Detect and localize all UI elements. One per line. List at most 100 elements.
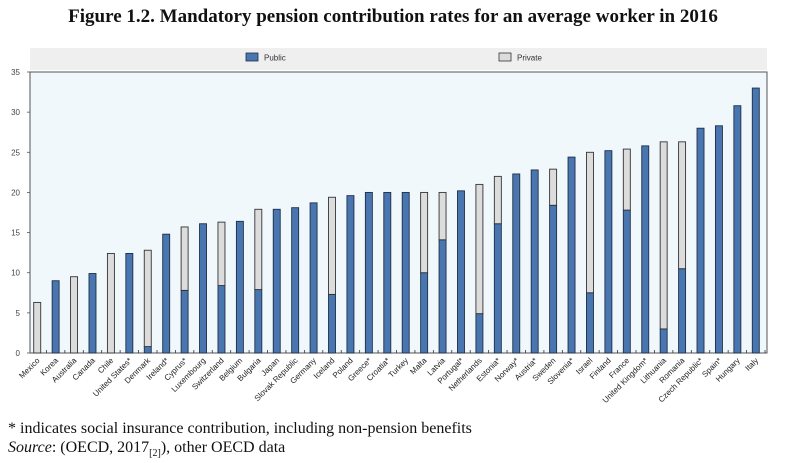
- bar-private: [180, 226, 189, 291]
- bar-group: [696, 127, 705, 354]
- bar-public: [364, 191, 373, 354]
- bar-public: [346, 195, 355, 354]
- legend-label-private: Private: [517, 54, 542, 63]
- source-text-pre: : (OECD, 2017: [51, 439, 150, 456]
- bar-private: [420, 191, 429, 274]
- bar-group: [199, 223, 207, 354]
- bar-public: [291, 207, 300, 354]
- bar-group: [125, 252, 134, 354]
- bar-private: [586, 151, 594, 294]
- bar-private: [143, 249, 152, 348]
- bar-private: [659, 141, 668, 330]
- bar-public: [272, 208, 281, 354]
- bar-group: [217, 221, 226, 354]
- legend-swatch-public: [245, 52, 259, 62]
- bar-private: [217, 221, 226, 287]
- bar-private: [622, 148, 631, 211]
- bar-group: [493, 175, 502, 354]
- bar-group: [530, 169, 539, 354]
- figure-title: Figure 1.2. Mandatory pension contributi…: [68, 6, 718, 27]
- bar-public: [659, 328, 668, 354]
- bar-public: [641, 145, 650, 354]
- bar-public: [235, 220, 244, 354]
- legend-private: Private: [498, 52, 542, 63]
- bar-group: [33, 301, 42, 354]
- bar-public: [180, 289, 189, 354]
- y-tick-label: 25: [11, 148, 20, 157]
- bar-private: [438, 191, 447, 241]
- y-tick-label: 30: [11, 108, 20, 117]
- bar-private: [549, 168, 558, 206]
- bar-group: [567, 156, 576, 354]
- bar-public: [586, 292, 594, 354]
- footnote-asterisk-note: * indicates social insurance contributio…: [8, 420, 472, 437]
- bar-public: [475, 313, 484, 354]
- bar-group: [457, 190, 465, 354]
- bar-public: [254, 289, 263, 354]
- bar-public: [162, 233, 171, 354]
- bar-group: [51, 280, 60, 354]
- bar-group: [733, 105, 742, 354]
- bar-group: [383, 191, 392, 354]
- bar-public: [457, 190, 465, 354]
- legend-label-public: Public: [264, 54, 286, 63]
- bar-public: [328, 293, 336, 354]
- x-tick-label: Iceland: [312, 356, 337, 381]
- bar-group: [180, 226, 189, 354]
- source-ref: [2]: [149, 448, 161, 460]
- bar-public: [143, 346, 152, 354]
- bar-private: [106, 252, 115, 354]
- bar-public: [420, 272, 429, 354]
- x-tick-label: Turkey: [387, 356, 410, 379]
- legend-public: Public: [245, 52, 286, 63]
- bar-group: [641, 145, 650, 354]
- y-tick-label: 5: [16, 309, 21, 318]
- bar-private: [33, 301, 42, 354]
- bar-group: [622, 148, 631, 354]
- stacked-bar-chart: Public Private 0 5 10 15 20 25 30 35 MexicoKore…: [11, 48, 768, 405]
- bar-group: [328, 196, 336, 354]
- bar-group: [512, 173, 521, 354]
- bar-group: [364, 191, 373, 354]
- bar-private: [475, 183, 484, 315]
- bar-public: [512, 173, 521, 354]
- bar-group: [604, 150, 613, 354]
- bar-public: [696, 127, 705, 354]
- bar-group: [549, 168, 558, 354]
- bar-group: [254, 208, 263, 354]
- bar-public: [530, 169, 539, 354]
- bar-group: [346, 195, 355, 354]
- bar-group: [272, 208, 281, 354]
- bar-public: [622, 209, 631, 354]
- bar-public: [383, 191, 392, 354]
- bar-group: [751, 87, 760, 354]
- y-tick-label: 0: [16, 349, 21, 358]
- bar-public: [549, 204, 558, 354]
- bar-public: [604, 150, 613, 354]
- bar-public: [217, 285, 226, 354]
- y-tick-label: 20: [11, 188, 20, 197]
- bar-group: [475, 183, 484, 354]
- bar-group: [291, 207, 300, 354]
- y-tick-label: 15: [11, 229, 20, 238]
- y-tick-label: 10: [11, 269, 20, 278]
- x-tick-label: Malta: [408, 356, 429, 377]
- bar-group: [586, 151, 594, 354]
- y-axis: 0 5 10 15 20 25 30 35: [11, 68, 30, 358]
- bar-private: [493, 175, 502, 225]
- x-tick-label: Mexico: [17, 356, 42, 381]
- bar-public: [733, 105, 742, 354]
- bar-group: [309, 202, 318, 354]
- bar-public: [51, 280, 60, 354]
- footnote: * indicates social insurance contributio…: [8, 419, 472, 463]
- bar-group: [70, 276, 79, 354]
- bar-group: [162, 233, 171, 354]
- bar-public: [88, 273, 97, 354]
- bar-public: [714, 125, 723, 354]
- bar-group: [235, 220, 244, 354]
- bar-group: [659, 141, 668, 354]
- legend-band: [30, 48, 767, 70]
- bar-private: [70, 276, 79, 354]
- x-tick-label: Italy: [743, 356, 760, 373]
